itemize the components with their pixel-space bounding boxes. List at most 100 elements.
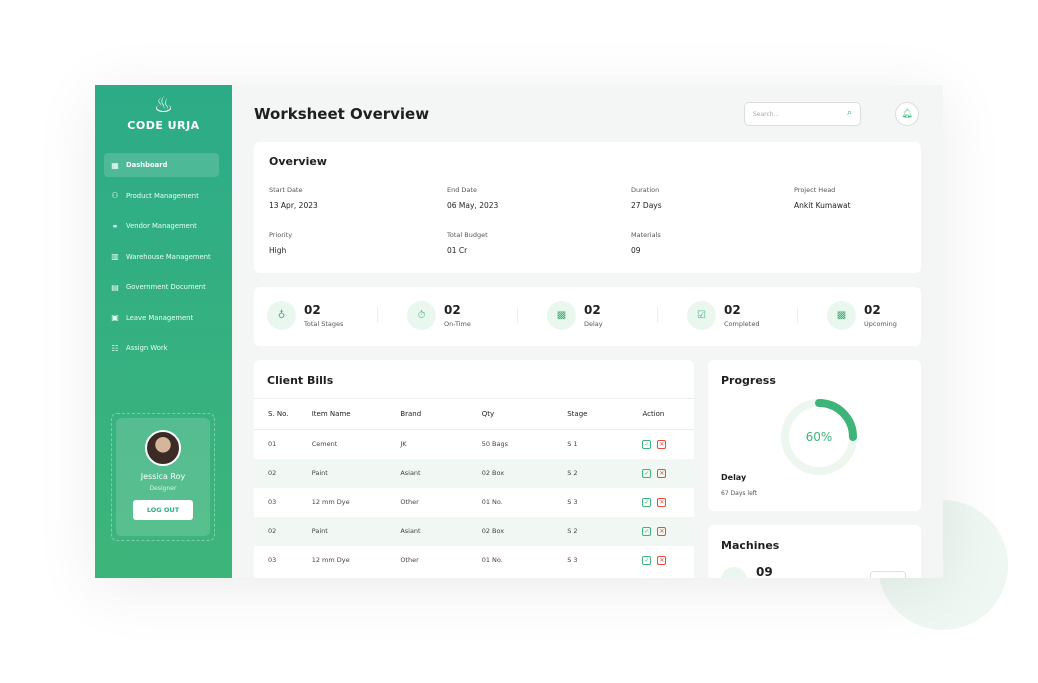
table-cell: Other	[400, 498, 419, 506]
search-input[interactable]: Search... ⌕	[744, 102, 861, 126]
reject-icon[interactable]: ✕	[657, 526, 667, 536]
logo: ♨ CODE URJA	[95, 93, 232, 132]
table-row: 03 12 mm Dye Other 01 No. S 3 ✓ ✕	[254, 546, 694, 575]
reject-icon[interactable]: ✕	[657, 555, 667, 565]
table-cell: JK	[400, 440, 407, 449]
stat-delay: ▩ 02 Delay	[547, 301, 603, 330]
sidebar-nav: ▦ Dashboard ⚇ Product Management ⚭ Vendor Man…	[104, 153, 219, 367]
overview-title: Overview	[269, 155, 327, 168]
table-cell: 01 No.	[481, 498, 503, 506]
field-value: Ankit Kumawat	[794, 201, 851, 210]
table-cell: 12 mm Dye	[311, 556, 350, 564]
table-row: 02 Paint Asiant 02 Box S 2 ✓ ✕	[254, 516, 694, 546]
field-label: Materials	[631, 231, 661, 239]
search-icon[interactable]: ⌕	[846, 108, 852, 118]
page-title: Worksheet Overview	[254, 105, 430, 123]
sidebar-item-label: Warehouse Management	[126, 252, 211, 261]
approve-icon[interactable]: ✓	[642, 555, 652, 565]
table-cell: 02	[254, 458, 312, 488]
sidebar-item-government-document[interactable]: ▤ Government Document	[104, 275, 219, 299]
reject-icon[interactable]: ✕	[657, 497, 667, 507]
sidebar-item-label: Government Document	[126, 283, 206, 291]
stat-completed: ☑ 02 Completed	[687, 301, 759, 330]
machines-button[interactable]	[870, 571, 906, 578]
table-cell: S 3	[567, 498, 578, 506]
stat-icon: ☑	[687, 301, 716, 330]
field-label: Priority	[269, 231, 293, 239]
stat-value: 02	[304, 303, 321, 317]
warehouse-icon: ▥	[111, 252, 119, 261]
table-cell: Asiant	[400, 458, 482, 488]
sidebar-item-product-management[interactable]: ⚇ Product Management	[104, 184, 219, 208]
table-cell: 02 Box	[481, 516, 568, 546]
progress-status: Delay	[721, 473, 747, 482]
field-value: 01 Cr	[447, 246, 468, 255]
logout-button[interactable]: LOG OUT	[133, 500, 193, 520]
reject-icon[interactable]: ✕	[657, 439, 667, 449]
divider	[797, 307, 798, 323]
stat-icon: ▩	[547, 301, 576, 330]
stat-label: Delay	[584, 320, 603, 328]
machines-card: Machines 09	[708, 525, 921, 578]
sidebar-item-dashboard[interactable]: ▦ Dashboard	[104, 153, 219, 177]
table-cell: 50 Bags	[481, 440, 508, 449]
sidebar-item-label: Dashboard	[126, 161, 168, 169]
grid-icon: ▦	[111, 160, 119, 170]
column-header: Stage	[567, 398, 643, 430]
table-cell: 12 mm Dye	[311, 498, 350, 506]
table-cell: Cement	[311, 440, 338, 449]
main-content: Worksheet Overview Search... ⌕ 🔔︎ Overvie…	[232, 85, 943, 578]
stat-icon: ▩	[827, 301, 856, 330]
progress-percent: 60%	[806, 430, 833, 444]
machine-icon	[721, 567, 747, 578]
stat-value: 02	[864, 303, 881, 317]
stat-label: Total Stages	[304, 320, 344, 328]
table-cell: Other	[400, 556, 419, 564]
table-row: 01 Cement JK 50 Bags S 1 ✓ ✕	[254, 430, 694, 459]
sidebar-item-warehouse-management[interactable]: ▥ Warehouse Management	[104, 245, 219, 269]
stat-label: On-Time	[444, 320, 471, 328]
overview-field: Duration 27 Days	[631, 186, 662, 210]
table-cell: 02 Box	[481, 458, 568, 488]
field-value: 13 Apr, 2023	[269, 201, 318, 210]
client-bills-table: S. No. Item Name Brand Qty Stage Action 01 Ceme…	[254, 398, 694, 575]
reject-icon[interactable]: ✕	[657, 468, 667, 478]
table-cell: 02	[254, 516, 312, 546]
column-header: Qty	[481, 398, 568, 430]
sidebar-item-leave-management[interactable]: ▣ Leave Management	[104, 306, 219, 330]
field-label: Total Budget	[447, 231, 488, 239]
approve-icon[interactable]: ✓	[642, 439, 652, 449]
table-row: 03 12 mm Dye Other 01 No. S 3 ✓ ✕	[254, 488, 694, 517]
profile-card: Jessica Roy Designer LOG OUT	[111, 413, 215, 541]
approve-icon[interactable]: ✓	[642, 526, 652, 536]
stats-card: ♁ 02 Total Stages ⏱ 02 On-Time ▩ 02 Delay ☑ 02 Comp…	[254, 287, 921, 346]
table-cell: S 3	[567, 556, 578, 564]
field-label: Duration	[631, 186, 660, 194]
stat-value: 02	[584, 303, 601, 317]
field-label: Start Date	[269, 186, 303, 194]
people-icon: ⚇	[111, 191, 119, 200]
profile-name: Jessica Roy	[140, 472, 186, 481]
table-cell: S 1	[567, 440, 578, 449]
stat-total-stages: ♁ 02 Total Stages	[267, 301, 343, 330]
stat-icon: ♁	[267, 301, 296, 330]
overview-field: End Date 06 May, 2023	[447, 186, 498, 210]
field-label: Project Head	[794, 186, 836, 194]
table-cell: Paint	[311, 458, 401, 488]
field-value: 27 Days	[631, 201, 662, 210]
sidebar-item-vendor-management[interactable]: ⚭ Vendor Management	[104, 214, 219, 238]
sidebar-item-label: Vendor Management	[126, 222, 197, 230]
table-cell: 03	[268, 556, 277, 564]
sidebar-item-assign-work[interactable]: ☷ Assign Work	[104, 336, 219, 360]
table-cell: 01	[268, 440, 277, 449]
stat-value: 02	[724, 303, 741, 317]
approve-icon[interactable]: ✓	[642, 497, 652, 507]
approve-icon[interactable]: ✓	[642, 468, 652, 478]
notification-bell-icon[interactable]: 🔔︎	[895, 102, 919, 126]
brand-name: CODE URJA	[127, 119, 200, 132]
column-header: Item Name	[311, 398, 401, 430]
stat-value: 02	[444, 303, 461, 317]
table-cell: Asiant	[400, 516, 482, 546]
field-value: 06 May, 2023	[447, 201, 499, 210]
column-header: Brand	[400, 398, 482, 430]
